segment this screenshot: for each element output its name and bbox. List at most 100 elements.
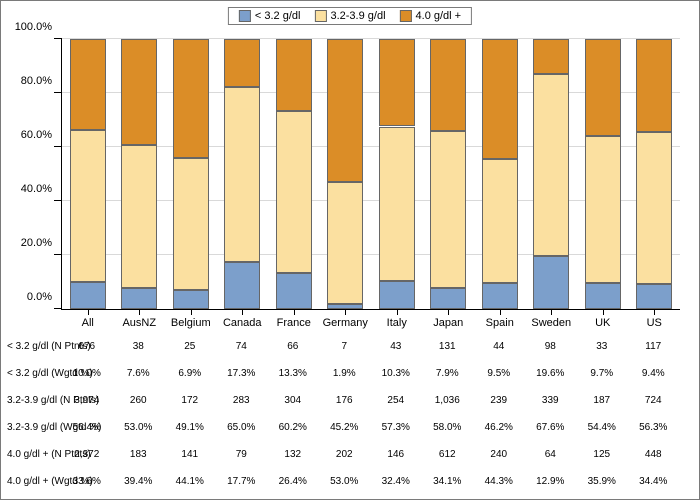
table-cell: 131 bbox=[439, 341, 456, 352]
y-tick bbox=[54, 200, 62, 201]
x-tick-label: UK bbox=[595, 309, 610, 329]
table-cell: 79 bbox=[236, 449, 247, 460]
legend-label: 4.0 g/dl + bbox=[416, 10, 462, 22]
table-cell: 183 bbox=[130, 449, 147, 460]
table-cell: 2,372 bbox=[74, 449, 99, 460]
table-cell: 32.4% bbox=[382, 476, 410, 487]
y-tick-label: 20.0% bbox=[21, 237, 62, 249]
table-row: 4.0 g/dl + (Wgtd %)33.6%39.4%44.1%17.7%2… bbox=[1, 468, 699, 495]
y-tick-label: 80.0% bbox=[21, 75, 62, 87]
x-tick-label: AusNZ bbox=[122, 309, 156, 329]
table-cell: 254 bbox=[387, 395, 404, 406]
legend-item: 4.0 g/dl + bbox=[400, 10, 462, 22]
bar-segment bbox=[585, 283, 621, 309]
table-cell: 56.4% bbox=[73, 422, 101, 433]
table-cell: 66 bbox=[287, 341, 298, 352]
x-tick-label: France bbox=[277, 309, 311, 329]
bar-segment bbox=[70, 130, 106, 282]
bar-segment bbox=[121, 288, 157, 309]
x-tick-label: Sweden bbox=[531, 309, 571, 329]
bar-segment bbox=[224, 87, 260, 263]
bar-group bbox=[482, 39, 518, 309]
bar-segment bbox=[224, 39, 260, 87]
table-cell: 339 bbox=[542, 395, 559, 406]
table-cell: 53.0% bbox=[124, 422, 152, 433]
bar-segment bbox=[327, 304, 363, 309]
table-row: 4.0 g/dl + (N Ptnts)2,372183141791322021… bbox=[1, 441, 699, 468]
table-cell: 10.3% bbox=[382, 368, 410, 379]
table-cell: 98 bbox=[545, 341, 556, 352]
table-cell: 7 bbox=[341, 341, 347, 352]
x-tick-label: Germany bbox=[323, 309, 368, 329]
bar-segment bbox=[173, 290, 209, 309]
y-tick bbox=[54, 38, 62, 39]
table-cell: 1,036 bbox=[435, 395, 460, 406]
table-cell: 60.2% bbox=[279, 422, 307, 433]
bar-group bbox=[430, 39, 466, 309]
bar-segment bbox=[430, 131, 466, 288]
x-tick-label: Canada bbox=[223, 309, 262, 329]
legend: < 3.2 g/dl3.2-3.9 g/dl4.0 g/dl + bbox=[228, 7, 472, 25]
table-cell: 57.3% bbox=[382, 422, 410, 433]
y-tick-label: 0.0% bbox=[27, 291, 62, 303]
x-tick-label: Belgium bbox=[171, 309, 211, 329]
table-cell: 58.0% bbox=[433, 422, 461, 433]
x-tick-label: Japan bbox=[433, 309, 463, 329]
table-cell: 67.6% bbox=[536, 422, 564, 433]
table-cell: 56.3% bbox=[639, 422, 667, 433]
table-row: < 3.2 g/dl (Wgtd %)10.0%7.6%6.9%17.3%13.… bbox=[1, 360, 699, 387]
bar-segment bbox=[482, 283, 518, 309]
table-cell: 64 bbox=[545, 449, 556, 460]
table-cell: 283 bbox=[233, 395, 250, 406]
bar-group bbox=[585, 39, 621, 309]
y-tick-label: 60.0% bbox=[21, 129, 62, 141]
bar-group bbox=[379, 39, 415, 309]
table-cell: 240 bbox=[490, 449, 507, 460]
table-cell: 45.2% bbox=[330, 422, 358, 433]
table-row: 3.2-3.9 g/dl (Wgtd %)56.4%53.0%49.1%65.0… bbox=[1, 414, 699, 441]
table-cell: 187 bbox=[593, 395, 610, 406]
bar-segment bbox=[585, 136, 621, 283]
bar-segment bbox=[636, 39, 672, 132]
chart-frame: < 3.2 g/dl3.2-3.9 g/dl4.0 g/dl + 0.0%20.… bbox=[0, 0, 700, 500]
bar-segment bbox=[70, 39, 106, 130]
table-cell: 44.3% bbox=[485, 476, 513, 487]
table-cell: 448 bbox=[645, 449, 662, 460]
table-cell: 612 bbox=[439, 449, 456, 460]
table-cell: 65.0% bbox=[227, 422, 255, 433]
bar-segment bbox=[70, 282, 106, 309]
table-cell: 9.7% bbox=[590, 368, 613, 379]
bar-segment bbox=[533, 74, 569, 257]
bar-segment bbox=[482, 39, 518, 159]
legend-swatch bbox=[400, 10, 412, 22]
table-cell: 239 bbox=[490, 395, 507, 406]
y-tick-label: 100.0% bbox=[15, 21, 62, 33]
bar-segment bbox=[327, 182, 363, 304]
bar-segment bbox=[636, 284, 672, 309]
table-cell: 33 bbox=[596, 341, 607, 352]
table-cell: 146 bbox=[387, 449, 404, 460]
table-cell: 44.1% bbox=[176, 476, 204, 487]
table-cell: 44 bbox=[493, 341, 504, 352]
bar-segment bbox=[430, 39, 466, 131]
table-cell: 35.9% bbox=[588, 476, 616, 487]
bar-group bbox=[276, 39, 312, 309]
table-cell: 117 bbox=[645, 341, 661, 352]
table-cell: 34.1% bbox=[433, 476, 461, 487]
table-cell: 17.3% bbox=[227, 368, 255, 379]
data-table: < 3.2 g/dl (N Ptnts)67638257466743131449… bbox=[1, 333, 699, 495]
table-cell: 6.9% bbox=[178, 368, 201, 379]
table-cell: 10.0% bbox=[73, 368, 101, 379]
bar-segment bbox=[379, 39, 415, 126]
table-cell: 13.3% bbox=[279, 368, 307, 379]
table-cell: 176 bbox=[336, 395, 353, 406]
y-tick bbox=[54, 146, 62, 147]
bar-segment bbox=[482, 159, 518, 284]
x-tick-label: US bbox=[647, 309, 662, 329]
legend-swatch bbox=[314, 10, 326, 22]
bar-segment bbox=[121, 145, 157, 288]
legend-item: 3.2-3.9 g/dl bbox=[314, 10, 385, 22]
table-cell: 724 bbox=[645, 395, 662, 406]
table-cell: 7.6% bbox=[127, 368, 150, 379]
bar-group bbox=[224, 39, 260, 309]
